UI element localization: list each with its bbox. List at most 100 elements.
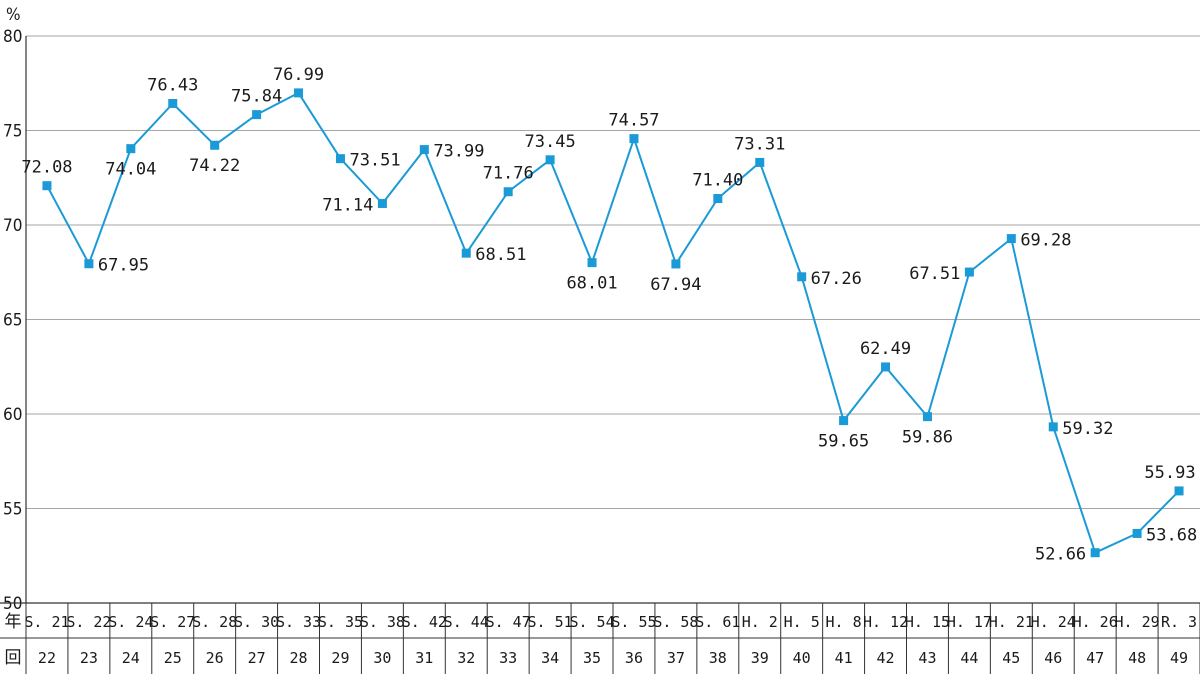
data-label: 67.95 [98,256,149,276]
data-point-marker [126,144,136,154]
data-label: 75.84 [231,87,282,107]
data-point-marker [168,98,178,108]
x-tick-label-session: 35 [583,649,601,667]
data-label: 68.01 [566,274,617,294]
x-tick-label-session: 25 [164,649,182,667]
x-tick-label-year: H. 29 [1115,613,1160,631]
x-tick-label-session: 28 [290,649,308,667]
data-point-marker [461,248,471,258]
data-point-marker [1048,422,1058,432]
x-tick-label-year: S. 44 [444,613,489,631]
x-tick-label-year: H. 8 [826,613,862,631]
x-tick-label-session: 29 [331,649,349,667]
x-tick-label-year: S. 42 [402,613,447,631]
data-label: 73.51 [349,151,400,171]
series-polyline [46,91,1180,554]
data-label: 73.45 [525,132,576,152]
x-tick-label-year: S. 61 [695,613,740,631]
x-tick-label-year: S. 35 [318,613,363,631]
data-label: 67.94 [650,275,701,295]
x-tick-label-session: 41 [835,649,853,667]
x-tick-label-session: 40 [793,649,811,667]
data-label: 67.51 [909,264,960,284]
x-tick-label-year: S. 33 [276,613,321,631]
data-label: 74.04 [105,160,156,180]
data-label: 68.51 [475,245,526,265]
data-point-marker [419,145,429,155]
y-tick-label: 50 [3,594,22,614]
x-tick-label-year: R. 3 [1161,613,1197,631]
data-label: 53.68 [1146,525,1197,545]
x-tick-label-session: 39 [751,649,769,667]
data-point-marker [294,88,304,98]
data-point-marker [503,187,513,197]
x-tick-label-year: H. 15 [905,613,950,631]
data-label: 71.40 [692,171,743,191]
data-point-marker [42,181,52,191]
x-tick-label-session: 32 [457,649,475,667]
x-tick-label-year: S. 38 [360,613,405,631]
x-tick-label-session: 38 [709,649,727,667]
y-axis-unit-label: % [6,5,21,25]
data-label: 73.99 [433,142,484,162]
x-tick-label-year: S. 27 [150,613,195,631]
y-tick-label: 70 [3,216,22,236]
x-tick-label-year: S. 28 [192,613,237,631]
data-label: 73.31 [734,134,785,154]
data-label: 62.49 [860,339,911,359]
x-tick-label-session: 34 [541,649,559,667]
y-axis-ticks: 50 55 60 65 70 75 80 [3,27,22,614]
x-tick-label-year: H. 12 [863,613,908,631]
data-label: 76.43 [147,75,198,95]
x-tick-label-session: 45 [1002,649,1020,667]
y-tick-label: 75 [3,122,22,142]
data-label: 59.65 [818,432,869,452]
x-tick-label-year: H. 24 [1031,613,1076,631]
data-point-marker [377,198,387,208]
x-tick-label-year: S. 47 [486,613,531,631]
x-tick-label-session: 24 [122,649,140,667]
x-tick-label-session: 30 [373,649,391,667]
data-point-marker [1132,528,1142,538]
data-label: 55.93 [1144,463,1195,483]
x-tick-label-year: H. 21 [989,613,1034,631]
x-tick-label-year: H. 26 [1073,613,1118,631]
category-table: 年回S. 21 22 S. 22 23 S. 24 24 S. 27 25 S. 28 26 S. … [0,602,1200,674]
y-tick-label: 80 [3,27,22,47]
x-tick-label-year: H. 17 [947,613,992,631]
data-point-marker [252,110,262,120]
x-tick-label-session: 47 [1086,649,1104,667]
data-label: 67.26 [811,269,862,289]
x-tick-label-session: 49 [1170,649,1188,667]
data-point-marker [797,272,807,282]
x-tick-label-year: H. 2 [742,613,778,631]
x-tick-label-year: S. 30 [234,613,279,631]
data-label: 59.86 [902,428,953,448]
data-label: 69.28 [1020,231,1071,251]
x-tick-label-session: 31 [415,649,433,667]
data-label: 71.14 [322,195,373,215]
x-tick-label-session: 37 [667,649,685,667]
x-tick-label-year: S. 58 [653,613,698,631]
row-label-session: 回 [5,648,22,668]
x-tick-label-year: S. 22 [66,613,111,631]
data-point-marker [1174,486,1184,496]
data-point-marker [629,134,639,144]
data-label: 74.57 [608,111,659,131]
x-tick-label-session: 26 [206,649,224,667]
y-tick-label: 65 [3,311,22,331]
data-label: 74.22 [189,156,240,176]
data-label: 52.66 [1035,545,1086,565]
data-point-marker [839,416,849,426]
x-tick-label-year: H. 5 [784,613,820,631]
data-point-marker [881,362,891,372]
grid-lines [25,35,1200,603]
data-point-marker [1006,234,1016,244]
x-tick-label-session: 33 [499,649,517,667]
data-label: 59.32 [1062,419,1113,439]
data-point-marker [335,154,345,164]
data-label: 71.76 [483,164,534,184]
x-tick-label-year: S. 21 [24,613,69,631]
